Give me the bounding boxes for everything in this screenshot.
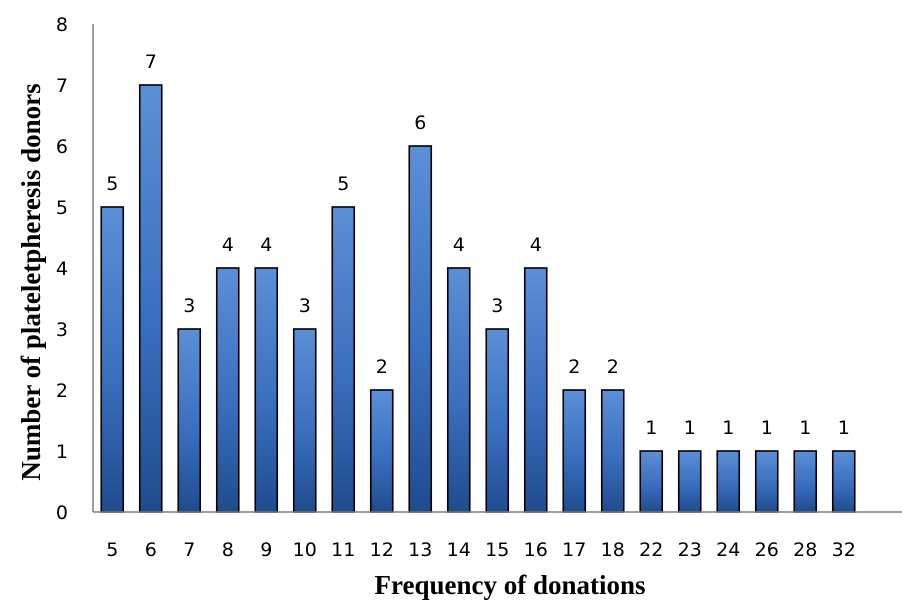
bar-11 <box>331 206 356 513</box>
x-tick-label-23: 23 <box>678 539 702 561</box>
x-tick-label-13: 13 <box>408 539 432 561</box>
y-tick-label: 2 <box>56 380 68 402</box>
y-tick-label: 4 <box>56 258 68 280</box>
y-tick-label: 8 <box>56 14 68 36</box>
x-tick-label-18: 18 <box>601 539 625 561</box>
data-label-8: 4 <box>222 234 234 256</box>
data-label-5: 5 <box>106 173 118 195</box>
bar-26 <box>754 450 779 513</box>
bar-18 <box>600 389 625 513</box>
data-label-7: 3 <box>183 295 195 317</box>
bar-9 <box>254 267 279 513</box>
bar-15 <box>485 328 510 513</box>
x-tick-label-24: 24 <box>716 539 740 561</box>
y-tick-label: 6 <box>56 136 68 158</box>
bar-5 <box>100 206 125 513</box>
data-label-23: 1 <box>684 417 696 439</box>
x-tick-label-6: 6 <box>145 539 157 561</box>
x-tick-label-28: 28 <box>793 539 817 561</box>
data-label-13: 6 <box>414 112 426 134</box>
data-label-32: 1 <box>838 417 850 439</box>
x-tick-label-15: 15 <box>485 539 509 561</box>
data-label-11: 5 <box>337 173 349 195</box>
data-label-14: 4 <box>453 234 465 256</box>
data-label-17: 2 <box>568 356 580 378</box>
x-tick-label-8: 8 <box>222 539 234 561</box>
data-label-18: 2 <box>607 356 619 378</box>
y-axis-tick-labels: 0 1 2 3 4 5 6 7 8 <box>56 14 68 524</box>
bar-17 <box>562 389 587 513</box>
y-tick-label: 5 <box>56 197 68 219</box>
y-tick-label: 7 <box>56 75 68 97</box>
x-axis-tick-labels: 5 6 7 8 9 10 11 12 13 14 15 16 17 18 22 23 24 26 28 32 <box>106 539 856 561</box>
bar-23 <box>677 450 702 513</box>
data-label-26: 1 <box>761 417 773 439</box>
x-tick-label-12: 12 <box>370 539 394 561</box>
x-tick-label-22: 22 <box>639 539 663 561</box>
bar-16 <box>523 267 548 513</box>
bar-32 <box>831 450 856 513</box>
y-axis-title: Number of plateletpheresis donors <box>16 83 46 480</box>
bar-6 <box>138 84 163 513</box>
data-labels: 5 7 3 4 4 3 5 2 6 4 3 4 2 2 1 1 1 1 1 1 <box>106 51 850 439</box>
data-label-24: 1 <box>722 417 734 439</box>
y-tick-label: 0 <box>56 502 68 524</box>
x-tick-label-11: 11 <box>331 539 355 561</box>
bar-10 <box>292 328 317 513</box>
bar-28 <box>793 450 818 513</box>
x-tick-label-14: 14 <box>447 539 471 561</box>
x-tick-label-10: 10 <box>293 539 317 561</box>
x-tick-label-17: 17 <box>562 539 586 561</box>
x-tick-label-16: 16 <box>524 539 548 561</box>
data-label-6: 7 <box>145 51 157 73</box>
y-tick-label: 1 <box>56 441 68 463</box>
bar-14 <box>446 267 471 513</box>
x-tick-label-32: 32 <box>832 539 856 561</box>
x-tick-label-26: 26 <box>755 539 779 561</box>
x-tick-label-9: 9 <box>260 539 272 561</box>
x-tick-label-7: 7 <box>183 539 195 561</box>
data-label-10: 3 <box>299 295 311 317</box>
bar-12 <box>369 389 394 513</box>
bar-13 <box>408 145 433 513</box>
bars <box>100 84 856 513</box>
bar-22 <box>639 450 664 513</box>
y-tick-label: 3 <box>56 319 68 341</box>
bar-24 <box>716 450 741 513</box>
data-label-15: 3 <box>491 295 503 317</box>
data-label-28: 1 <box>799 417 811 439</box>
data-label-16: 4 <box>530 234 542 256</box>
x-axis-title: Frequency of donations <box>374 570 645 600</box>
data-label-12: 2 <box>376 356 388 378</box>
bar-8 <box>215 267 240 513</box>
x-tick-label-5: 5 <box>106 539 118 561</box>
data-label-9: 4 <box>260 234 272 256</box>
data-label-22: 1 <box>645 417 657 439</box>
bar-7 <box>177 328 202 513</box>
